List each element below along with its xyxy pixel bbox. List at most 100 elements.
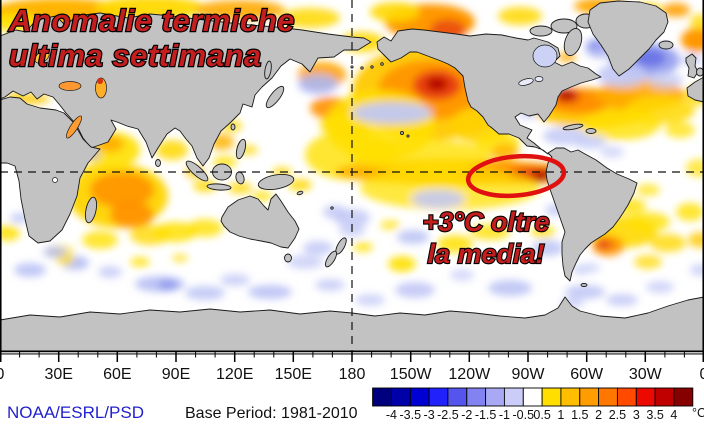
black-sea — [58, 81, 82, 91]
colorbar-tick: 3 — [633, 408, 640, 422]
axis-label: 90W — [512, 366, 546, 383]
landmass-java — [206, 183, 232, 191]
great-lake — [534, 76, 544, 82]
landmass-greenland — [587, 0, 669, 77]
landmass-sakhalin — [264, 60, 272, 80]
gridlines — [0, 0, 704, 351]
axis-label: 180 — [339, 366, 366, 383]
colorbar-cell — [560, 387, 581, 407]
colorbar-tick: -0.5 — [513, 408, 535, 422]
hawaii-island — [406, 134, 410, 138]
landmass-south-america — [545, 147, 638, 282]
colorbar-cell — [541, 387, 562, 407]
base-period-label: Base Period: 1981-2010 — [185, 405, 358, 422]
colorbar-cell — [503, 387, 524, 407]
landmass-new-zealand-south — [324, 250, 338, 268]
axis-label: 60W — [570, 366, 604, 383]
colorbar-labels: -4 -3.5 -3 -2.5 -2 -1.5 -1 -0.5 0.5 1 1.… — [386, 406, 704, 422]
landmass-falklands — [580, 283, 588, 287]
colorbar-cell — [466, 387, 487, 407]
aleutian-island — [350, 65, 354, 69]
landmass-sumatra — [185, 160, 209, 182]
axis-label: 60E — [103, 366, 131, 383]
colorbar-tick: -3.5 — [400, 408, 422, 422]
axis-label: 120E — [216, 366, 253, 383]
colorbar-tick: 3.5 — [646, 408, 663, 422]
landmass-madagascar — [84, 196, 98, 224]
landmass-baffin — [563, 28, 583, 56]
colorbar-tick: 1 — [557, 408, 564, 422]
annotation-line-1: +3°C oltre — [422, 207, 549, 237]
landmass-hispaniola — [585, 128, 597, 134]
landmass-iceland — [658, 40, 674, 50]
colorbar-tick: 2 — [595, 408, 602, 422]
data-source-credit: NOAA/ESRL/PSD — [7, 403, 144, 422]
colorbar-cell — [372, 387, 392, 407]
lake-victoria — [52, 177, 58, 183]
landmass-canadian-arctic — [550, 18, 578, 34]
longitude-axis: 0 30E 60E 90E 120E 150E 180 150W 120W 90… — [0, 366, 704, 383]
aleutian-island — [370, 65, 374, 69]
landmass-cuba — [562, 123, 584, 131]
map-title: Anomalie termiche ultima settimana — [7, 2, 296, 74]
landmass-africa — [0, 96, 101, 244]
colorbar-tick: 2.5 — [609, 408, 626, 422]
colorbar-cell — [654, 387, 675, 407]
colorbar-tick: 4 — [670, 408, 677, 422]
title-line-1: Anomalie termiche — [8, 3, 295, 38]
caspian-warm-spot — [97, 78, 103, 84]
minor-ticks — [19, 351, 685, 358]
landmass-taiwan — [230, 123, 236, 131]
fiji-island — [330, 206, 334, 210]
colorbar — [372, 387, 694, 407]
colorbar-tick: 1.5 — [571, 408, 588, 422]
baltic-sea — [34, 50, 50, 64]
landmass-philippines — [235, 138, 247, 160]
axis-label: 150E — [275, 366, 312, 383]
colorbar-tick: -2 — [461, 408, 472, 422]
colorbar-cell — [409, 387, 430, 407]
colorbar-cell — [616, 387, 637, 407]
colorbar-cell — [579, 387, 600, 407]
title-line-2: ultima settimana — [9, 38, 262, 73]
landmass-new-guinea — [257, 173, 295, 191]
colorbar-tick: -1 — [499, 408, 510, 422]
map-frame — [0, 0, 704, 362]
major-ticks — [0, 351, 704, 362]
hawaii-island — [400, 131, 404, 135]
colorbar-cell — [428, 387, 449, 407]
axis-label: 30E — [44, 366, 72, 383]
colorbar-cell — [447, 387, 468, 407]
colorbar-tick: -4 — [386, 408, 397, 422]
axis-label: 150W — [390, 366, 433, 383]
anomaly-annotation: +3°C oltre la media! — [421, 206, 550, 270]
landmass-australia — [220, 193, 300, 249]
landmass-japan — [265, 85, 285, 109]
axis-label: 30W — [629, 366, 663, 383]
colorbar-tick: -3 — [424, 408, 435, 422]
colorbar-tick: 0.5 — [533, 408, 550, 422]
el-nino-highlight-ellipse — [465, 153, 567, 199]
axis-label: 0 — [0, 366, 5, 383]
colorbar-tick: -1.5 — [475, 408, 497, 422]
colorbar-cell — [635, 387, 656, 407]
landmass-sri-lanka — [155, 159, 161, 167]
annotation-line-2: la media! — [427, 239, 544, 269]
great-lake — [518, 78, 534, 86]
colorbar-cell — [598, 387, 618, 407]
landmass-tasmania — [284, 253, 292, 263]
colorbar-cell — [522, 387, 543, 407]
axis-label: 0 — [700, 366, 704, 383]
colorbar-tick: -2.5 — [437, 408, 459, 422]
lakes-and-seas — [34, 44, 558, 183]
axis-label: 90E — [162, 366, 190, 383]
landmass-canadian-arctic — [529, 25, 553, 37]
colorbar-cell — [485, 387, 505, 407]
aleutian-island — [360, 66, 364, 70]
hudson-bay — [532, 44, 558, 68]
red-sea — [65, 115, 83, 139]
landmass-iberia — [686, 76, 704, 103]
landmass-uk — [685, 53, 699, 79]
